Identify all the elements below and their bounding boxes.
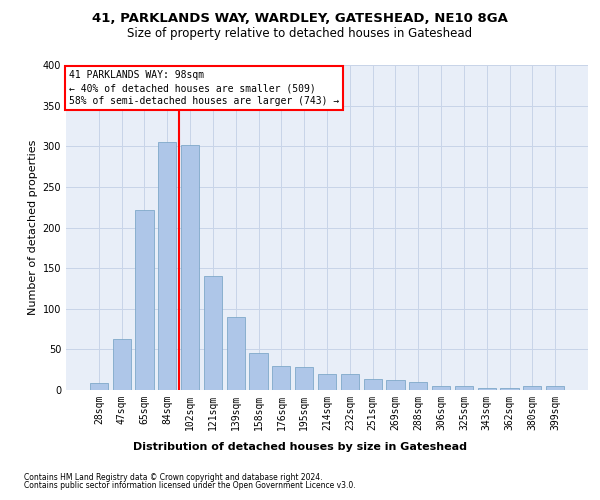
- Text: 41 PARKLANDS WAY: 98sqm
← 40% of detached houses are smaller (509)
58% of semi-d: 41 PARKLANDS WAY: 98sqm ← 40% of detache…: [68, 70, 339, 106]
- Bar: [500, 388, 518, 390]
- Bar: [136, 210, 154, 390]
- Text: Contains HM Land Registry data © Crown copyright and database right 2024.: Contains HM Land Registry data © Crown c…: [24, 472, 323, 482]
- Bar: [250, 352, 268, 390]
- Bar: [386, 380, 404, 390]
- Bar: [158, 142, 176, 390]
- Bar: [409, 382, 427, 390]
- Text: Distribution of detached houses by size in Gateshead: Distribution of detached houses by size …: [133, 442, 467, 452]
- Bar: [523, 386, 541, 390]
- Bar: [318, 374, 336, 390]
- Bar: [204, 276, 222, 390]
- Bar: [546, 386, 564, 390]
- Text: 41, PARKLANDS WAY, WARDLEY, GATESHEAD, NE10 8GA: 41, PARKLANDS WAY, WARDLEY, GATESHEAD, N…: [92, 12, 508, 26]
- Bar: [227, 317, 245, 390]
- Bar: [113, 339, 131, 390]
- Bar: [295, 367, 313, 390]
- Text: Contains public sector information licensed under the Open Government Licence v3: Contains public sector information licen…: [24, 481, 356, 490]
- Bar: [181, 144, 199, 390]
- Bar: [478, 388, 496, 390]
- Bar: [90, 382, 108, 390]
- Bar: [432, 386, 450, 390]
- Bar: [364, 378, 382, 390]
- Text: Size of property relative to detached houses in Gateshead: Size of property relative to detached ho…: [127, 28, 473, 40]
- Bar: [455, 386, 473, 390]
- Bar: [341, 374, 359, 390]
- Y-axis label: Number of detached properties: Number of detached properties: [28, 140, 38, 315]
- Bar: [272, 366, 290, 390]
